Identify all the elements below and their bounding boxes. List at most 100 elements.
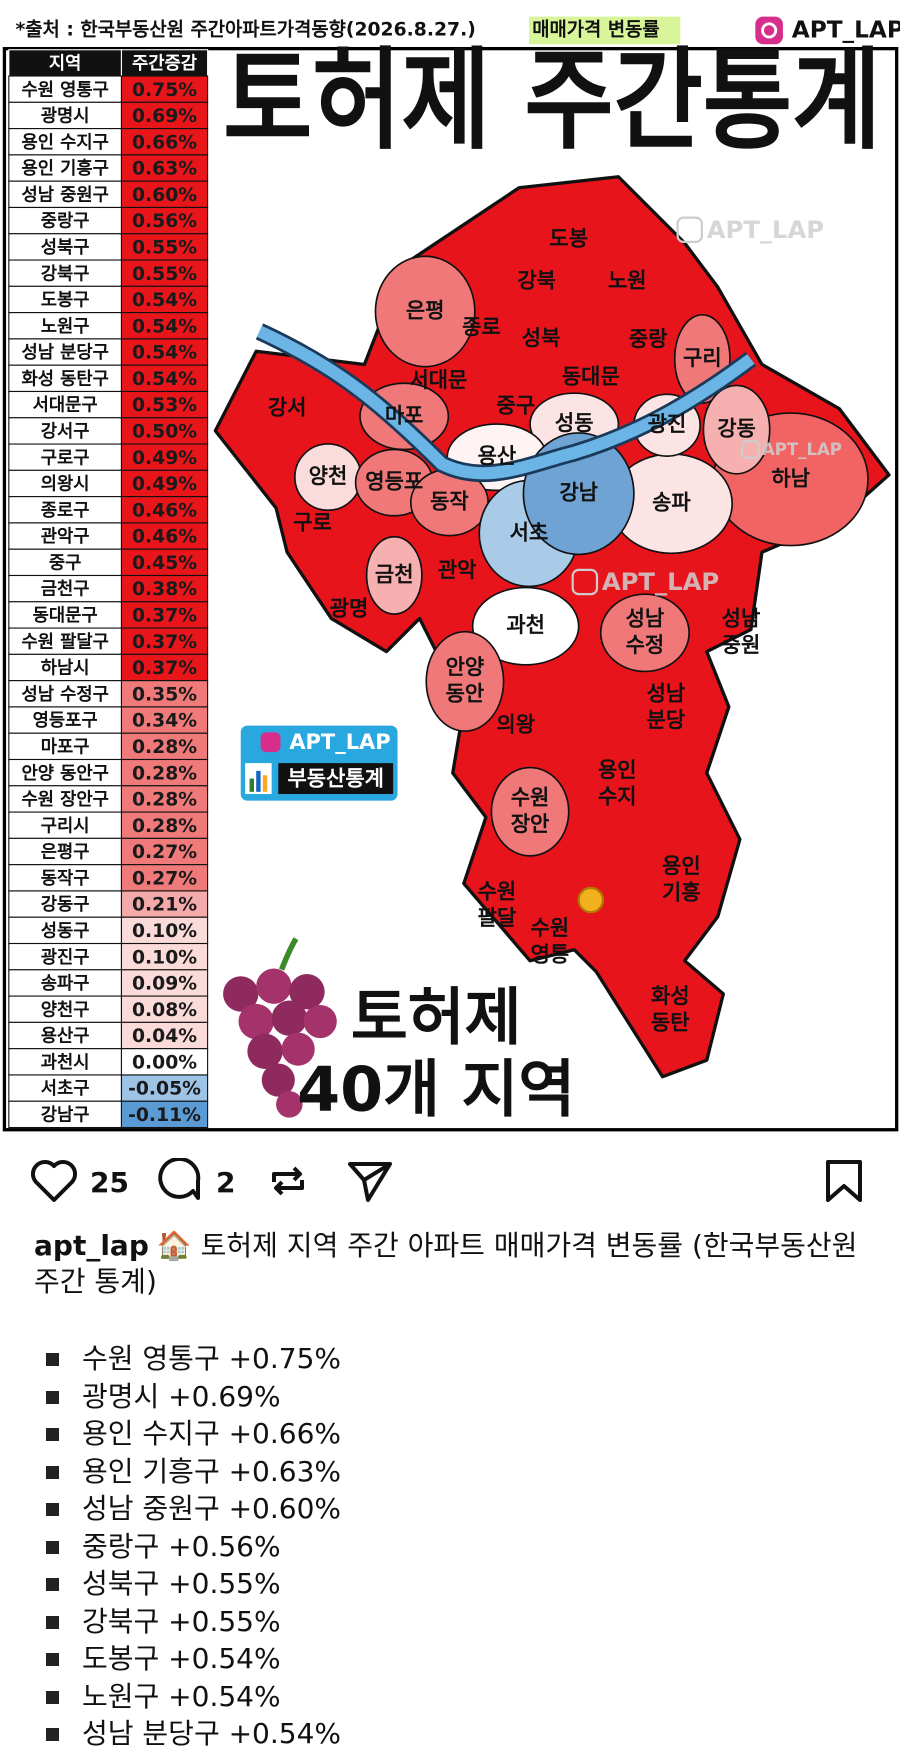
map-label: 중원: [722, 633, 761, 657]
table-cell: [120, 1048, 209, 1076]
badge-name: 부동산통계: [287, 767, 383, 791]
region-change: 0.60%: [132, 185, 197, 206]
region-change: -0.05%: [128, 1079, 201, 1100]
map-label: 노원: [608, 269, 647, 293]
region-change: 0.37%: [132, 658, 197, 679]
region-name: 관악구: [41, 526, 90, 547]
insta-icon: [755, 16, 783, 45]
region-change: 0.21%: [132, 895, 197, 916]
list-item: 용인 기흥구 +0.63%: [42, 1453, 341, 1491]
map-label: 화성: [651, 984, 690, 1008]
region-name: 노원구: [41, 316, 90, 337]
region-name: 과천시: [41, 1052, 90, 1073]
table-cell: [120, 916, 209, 945]
map-label: 강동: [717, 417, 756, 441]
region-change: 0.46%: [132, 500, 197, 521]
username[interactable]: apt_lap: [34, 1229, 149, 1262]
watermark-icon: [571, 568, 599, 596]
table-cell: [120, 706, 209, 734]
region-change: 0.54%: [132, 290, 197, 311]
region-change: 0.66%: [132, 132, 197, 153]
map-label: 수정: [626, 633, 665, 657]
region-name: 성남 수정구: [21, 684, 108, 705]
map-label: 영등포: [365, 470, 423, 494]
table-cell: [8, 1074, 123, 1102]
region-change: 0.37%: [132, 606, 197, 627]
region-name: 구리시: [41, 815, 90, 836]
post: *출처 : 한국부동산원 주간아파트가격동향(2026.8.27.) 매매가격 …: [2, 16, 900, 1750]
region-name: 금천구: [41, 579, 90, 600]
share-button[interactable]: [346, 1158, 394, 1204]
map-label: 도봉: [549, 227, 588, 251]
table-cell: [120, 627, 209, 655]
like-button[interactable]: [30, 1158, 78, 1204]
map-label: 동탄: [651, 1011, 690, 1035]
region-change: 0.54%: [132, 369, 197, 390]
table-cell: [120, 338, 209, 366]
region-change: 0.45%: [132, 553, 197, 574]
table-cell: [120, 758, 209, 787]
region-change: 0.54%: [132, 316, 197, 337]
region-name: 양천구: [41, 999, 90, 1020]
region-change: 0.04%: [132, 1026, 197, 1047]
table-cell: [120, 574, 209, 603]
region-name: 수원 장안구: [21, 789, 108, 810]
river: [256, 325, 755, 480]
region-change: 0.28%: [132, 790, 197, 811]
region-name: 강남구: [41, 1104, 90, 1125]
map-label: 성북: [522, 326, 561, 350]
table-cell: [120, 312, 209, 340]
map-label: 장안: [511, 812, 550, 836]
table-cell: [120, 496, 209, 524]
table-cell: [8, 128, 123, 156]
map-label: 과천: [506, 613, 545, 637]
medal: [577, 886, 605, 914]
comment-button[interactable]: [158, 1158, 204, 1204]
table-cell: [120, 469, 209, 498]
table-cell: [120, 522, 209, 550]
table-cell: [8, 995, 123, 1023]
list-item: 강북구 +0.55%: [42, 1603, 341, 1641]
table-cell: [120, 653, 209, 682]
table-cell: [120, 101, 209, 130]
repost-button[interactable]: [266, 1158, 310, 1204]
table-cell: [120, 1100, 209, 1129]
map-label: 광진: [648, 412, 687, 436]
save-button[interactable]: [824, 1158, 864, 1204]
table-cell: [120, 995, 209, 1023]
like-count: 25: [90, 1166, 129, 1199]
map-label: 강남: [559, 481, 598, 505]
map-label: 광명: [330, 597, 369, 621]
table-cell: [120, 942, 209, 971]
region-change: 0.56%: [132, 211, 197, 232]
region-change: 0.49%: [132, 448, 197, 469]
region-change: 0.37%: [132, 632, 197, 653]
list-item: 성남 분당구 +0.54%: [42, 1715, 341, 1753]
table-cell: [8, 285, 123, 314]
region-name: 강북구: [41, 263, 90, 284]
map-label: 용인: [598, 758, 637, 782]
region-change: 0.75%: [132, 80, 197, 101]
table-header-cell: [120, 49, 209, 77]
region-change: 0.28%: [132, 737, 197, 758]
caption: apt_lap 🏠 토허제 지역 주간 아파트 매매가격 변동률 (한국부동산원 …: [34, 1228, 864, 1300]
badge-insta: [260, 732, 281, 753]
map-label: 성남: [647, 682, 686, 706]
map-label: 금천: [375, 562, 414, 586]
image-frame: [2, 46, 899, 1132]
region-change: 0.50%: [132, 422, 197, 443]
map-label: 영통: [531, 942, 570, 966]
region-name: 송파구: [41, 973, 90, 994]
map-label: 서초: [510, 520, 549, 544]
table-cell: [8, 1048, 123, 1076]
region-name: 용인 수지구: [21, 132, 108, 153]
badge-brand: APT_LAP: [289, 730, 390, 754]
region-name: 도봉구: [41, 290, 90, 311]
region-name: 화성 동탄구: [21, 368, 108, 389]
region-name: 성남 분당구: [21, 342, 108, 363]
title: 토허제 주간통계: [223, 38, 881, 166]
highlight-bg: [528, 16, 681, 45]
region-change: 0.08%: [132, 1000, 197, 1021]
map-label: 은평: [406, 298, 445, 322]
